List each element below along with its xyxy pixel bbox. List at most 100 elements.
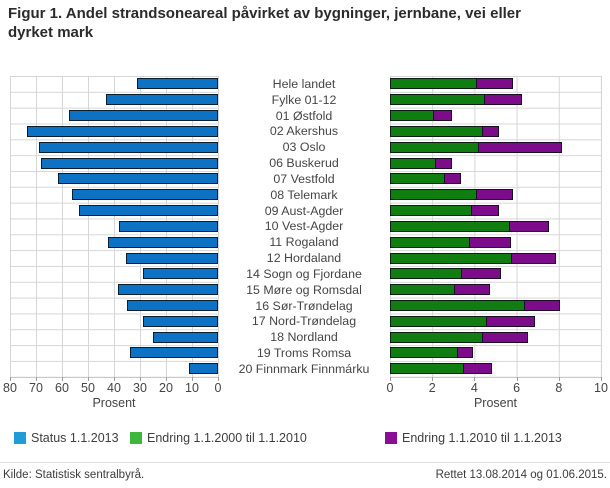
axis-tick-label: 10 (594, 381, 608, 395)
chart-row (10, 250, 218, 266)
axis-tick-mark (62, 377, 63, 381)
axis-tick-mark (36, 377, 37, 381)
axis-tick-mark (390, 377, 391, 381)
bar-endring-2010-2013 (469, 236, 512, 248)
bar-status (127, 300, 218, 311)
bar-endring-2000-2010 (390, 78, 477, 90)
axis-tick-mark (166, 377, 167, 381)
status-chart-plot (10, 76, 219, 378)
bar-endring-2000-2010 (390, 268, 462, 280)
bar-endring-2010-2013 (471, 205, 499, 217)
category-label: 09 Aust-Agder (264, 203, 344, 218)
category-label: 10 Vest-Agder (264, 219, 344, 234)
bar-endring-2010-2013 (460, 268, 501, 280)
category-label: 08 Telemark (270, 187, 338, 202)
bar-status (142, 268, 218, 280)
chart-row (390, 250, 601, 266)
category-label: 01 Østfold (275, 108, 333, 123)
bar-endring-2010-2013 (443, 173, 461, 185)
endring-2010-2013-swatch-icon (385, 432, 397, 444)
chart-row (390, 329, 601, 345)
chart-row (10, 266, 218, 282)
bar-endring-2000-2010 (390, 236, 471, 248)
bar-endring-2000-2010 (390, 300, 526, 311)
category-label: Fylke 01-12 (271, 92, 337, 107)
bar-endring-2010-2013 (524, 300, 560, 311)
bar-endring-2000-2010 (390, 157, 437, 169)
bar-status (153, 331, 218, 343)
endring-chart-plot (390, 76, 602, 378)
chart-row (390, 171, 601, 187)
status-chart-x-axis: 80 70 60 50 40 30 20 10 0 (3, 377, 221, 395)
axis-tick-label: 6 (513, 381, 521, 395)
axis-tick-label: 70 (29, 381, 43, 395)
bar-endring-2010-2013 (483, 94, 522, 106)
bar-endring-2010-2013 (486, 315, 535, 327)
chart-row (10, 187, 218, 203)
category-label: 02 Akershus (269, 124, 339, 139)
chart-row (390, 266, 601, 282)
endring-2000-2010-swatch-icon (130, 432, 142, 444)
bar-endring-2010-2013 (509, 220, 550, 232)
bar-endring-2000-2010 (390, 220, 511, 232)
bar-status (68, 110, 218, 122)
category-label: 15 Møre og Romsdal (246, 282, 362, 297)
bar-endring-2000-2010 (390, 363, 464, 375)
bar-endring-2010-2013 (456, 347, 474, 359)
status-chart-x-axis-title: Prosent (92, 396, 136, 410)
category-label: 18 Nordland (270, 330, 338, 345)
legend: Status 1.1.2013 Endring 1.1.2000 til 1.1… (0, 431, 610, 451)
bar-endring-2010-2013 (462, 363, 493, 375)
bar-status (142, 315, 218, 327)
axis-tick-mark (114, 377, 115, 381)
bar-endring-2010-2013 (477, 141, 562, 153)
endring-chart-x-axis: 0 2 4 6 8 10 (386, 377, 608, 395)
category-label: 16 Sør-Trøndelag (255, 298, 353, 313)
chart-row (390, 345, 601, 361)
bar-endring-2010-2013 (511, 252, 556, 264)
chart-row (390, 92, 601, 108)
figure-title: Figur 1. Andel strandsoneareal påvirket … (8, 5, 521, 42)
chart-row (390, 108, 601, 124)
chart-row (390, 187, 601, 203)
bar-status (106, 94, 218, 106)
category-label: 19 Troms Romsa (256, 345, 352, 360)
legend-item-endring-2010-2013: Endring 1.1.2010 til 1.1.2013 (385, 431, 562, 445)
axis-tick-label: 4 (470, 381, 478, 395)
chart-row (10, 171, 218, 187)
chart-row (390, 218, 601, 234)
axis-tick-mark (516, 377, 518, 381)
bar-endring-2000-2010 (390, 141, 479, 153)
chart-row (10, 139, 218, 155)
axis-tick-mark (432, 377, 434, 381)
bar-endring-2000-2010 (390, 189, 477, 201)
axis-tick-label: 0 (386, 381, 394, 395)
endring-chart-x-axis-title: Prosent (473, 396, 518, 410)
category-label: 17 Nord-Trøndelag (251, 314, 357, 329)
bar-status (125, 252, 218, 264)
category-label: 20 Finnmark Finnmárku (238, 361, 370, 376)
category-label: 06 Buskerud (269, 156, 339, 171)
bar-status (137, 78, 218, 90)
chart-row (10, 361, 218, 377)
axis-tick-label: 30 (133, 381, 147, 395)
chart-row (390, 313, 601, 329)
axis-tick-label: 10 (185, 381, 199, 395)
chart-row (390, 234, 601, 250)
bar-endring-2000-2010 (390, 331, 483, 343)
bar-endring-2000-2010 (390, 284, 456, 296)
chart-row (10, 298, 218, 314)
source-note: Kilde: Statistisk sentralbyrå. (3, 469, 145, 481)
chart-row (390, 139, 601, 155)
category-label: 12 Hordaland (266, 251, 342, 266)
bar-endring-2010-2013 (475, 189, 514, 201)
axis-tick-mark (192, 377, 193, 381)
bar-endring-2010-2013 (481, 125, 499, 137)
bar-endring-2010-2013 (475, 78, 514, 90)
bar-status (119, 220, 218, 232)
axis-tick-label: 50 (81, 381, 95, 395)
axis-tick-mark (140, 377, 141, 381)
bar-endring-2000-2010 (390, 252, 513, 264)
bar-endring-2000-2010 (390, 205, 473, 217)
bar-endring-2010-2013 (435, 157, 453, 169)
